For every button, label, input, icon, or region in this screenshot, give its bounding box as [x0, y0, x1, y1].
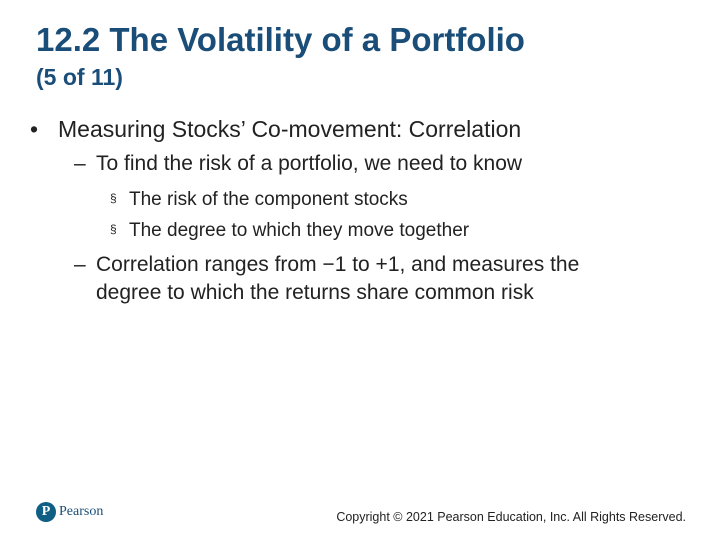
slide-title: 12.2 The Volatility of a Portfolio: [36, 21, 525, 58]
bullet-level2: – To find the risk of a portfolio, we nee…: [74, 150, 522, 178]
pearson-logo-text: Pearson: [59, 504, 104, 519]
bullet-text: To find the risk of a portfolio, we need…: [96, 152, 523, 175]
section-mark-icon: §: [110, 191, 117, 205]
pearson-logo-icon: P: [36, 502, 56, 522]
pearson-logo: P Pearson: [36, 502, 103, 522]
bullet-level3: § The degree to which they move together: [110, 216, 469, 244]
bullet-level1: • Measuring Stocks’ Co-movement: Correlat…: [30, 115, 521, 143]
bullet-text: The risk of the component stocks: [129, 189, 408, 210]
bullet-text-line1: Correlation ranges from −1 to +1, and me…: [96, 253, 580, 276]
dash-icon: –: [74, 152, 86, 175]
bullet-level3: § The risk of the component stocks: [110, 185, 408, 213]
bullet-text: The degree to which they move together: [129, 220, 470, 241]
slide-subtitle: (5 of 11): [36, 64, 123, 90]
bullet-level2: – Correlation ranges from −1 to +1, and m…: [74, 251, 579, 307]
section-mark-icon: §: [110, 222, 117, 236]
bullet-text: Measuring Stocks’ Co-movement: Correlati…: [58, 116, 522, 142]
dash-icon: –: [74, 253, 86, 276]
bullet-dot-icon: •: [30, 116, 39, 142]
copyright-notice: Copyright © 2021 Pearson Education, Inc.…: [336, 510, 686, 524]
bullet-text-line2: degree to which the returns share common…: [96, 281, 534, 304]
